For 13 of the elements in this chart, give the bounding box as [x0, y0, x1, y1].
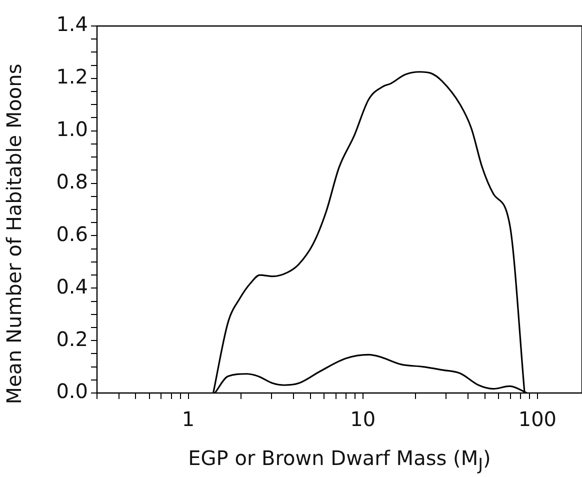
y-axis-title: Mean Number of Habitable Moons: [2, 62, 26, 406]
y-tick-label: 0.0: [56, 379, 88, 404]
y-tick-label: 1.2: [56, 64, 88, 89]
y-tick-label: 1.4: [56, 12, 88, 36]
y-tick-label: 0.4: [56, 274, 88, 298]
y-tick-label: 0.6: [56, 222, 88, 246]
y-tick-label: 1.0: [56, 117, 88, 142]
x-tick-label: 1: [182, 407, 195, 432]
y-tick-label: 0.2: [56, 326, 88, 351]
y-tick-label: 0.8: [56, 169, 88, 194]
x-tick-label: 10: [350, 407, 376, 432]
x-axis-title: EGP or Brown Dwarf Mass (M$_{J}$): [187, 446, 492, 474]
x-tick-label: 100: [518, 407, 557, 432]
